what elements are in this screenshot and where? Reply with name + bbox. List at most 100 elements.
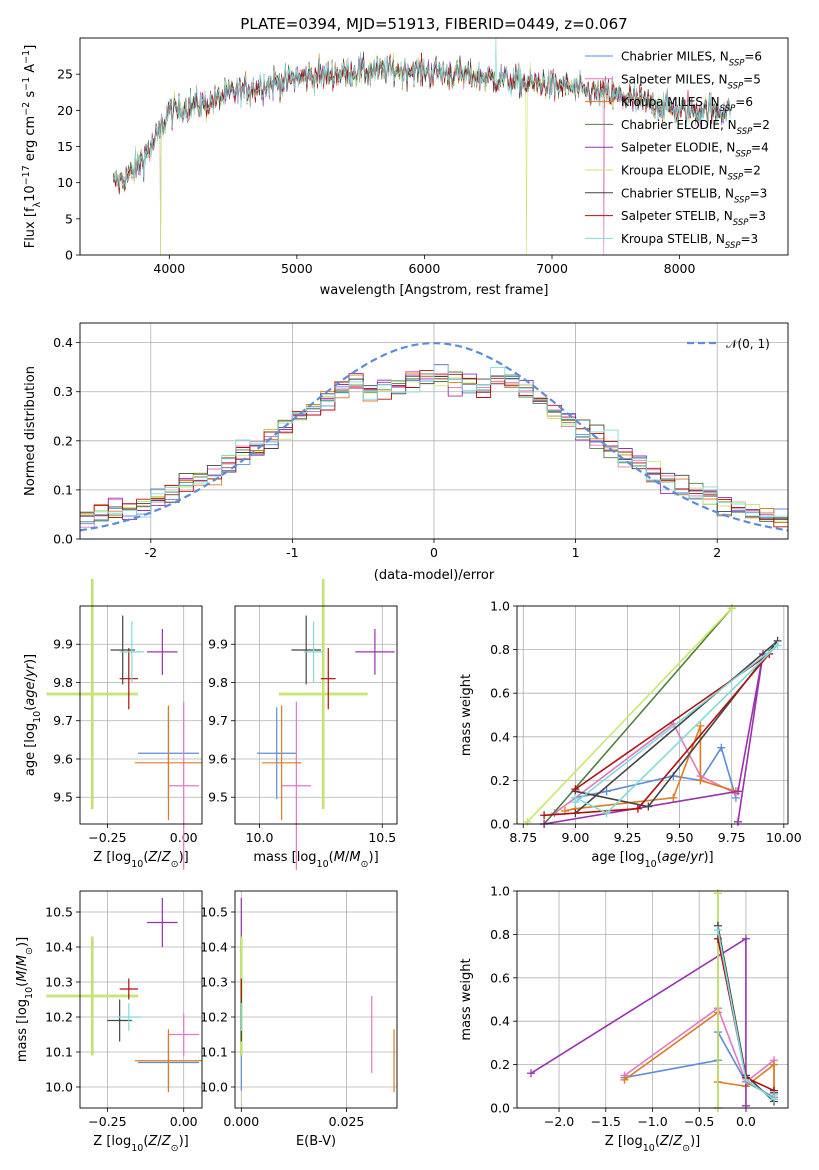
age_weight-ytick-label: 0.8	[490, 642, 510, 657]
legend-label-sub: SSP	[729, 59, 745, 69]
legend-label-main: Salpeter MILES, N	[621, 72, 728, 86]
legend-label-sub: SSP	[735, 150, 751, 160]
legend-label-sub: SSP	[734, 195, 750, 205]
spectrum-ylabel-part: 10	[23, 185, 38, 202]
legend-label-main: Chabrier MILES, N	[621, 50, 729, 64]
spectrum-ytick-label: 25	[57, 67, 73, 82]
Z_mass-xlabel-part: )]	[179, 1134, 189, 1149]
Z_weight-xlabel-part: )]	[690, 1134, 700, 1149]
legend-label-sub: SSP	[728, 173, 744, 183]
spectrum-xtick-label: 6000	[409, 261, 441, 276]
Z_mass-ytick-label: 10.4	[45, 940, 73, 955]
Z_age-ylabel-part: 10	[32, 711, 43, 723]
Z_age-ylabel: age [log10(age/yr)]	[23, 654, 43, 776]
age_weight-marker-chabrier_stelib	[644, 802, 653, 811]
Z_mass-ytick-label: 10.1	[45, 1045, 73, 1060]
spectrum-ylabel-part: s	[23, 91, 38, 102]
legend-label-end: =5	[743, 72, 761, 86]
age_weight-xtick-label: 9.50	[666, 830, 694, 845]
Z_weight-ytick-label: 0.8	[490, 927, 510, 942]
Z_mass-ytick-label: 10.5	[45, 905, 73, 920]
residuals-ytick-label: 0.2	[53, 433, 73, 448]
age_weight-marker-kroupa_miles	[696, 721, 705, 730]
Z_weight-marker-salpeter_elodie	[741, 934, 750, 943]
age_weight-marker-salpeter_elodie	[733, 817, 742, 826]
age_weight-marker-kroupa_stelib	[602, 809, 611, 818]
residuals-xtick-label: -2	[145, 545, 157, 560]
residuals-xtick-label: 1	[572, 545, 580, 560]
age_weight-xlabel-part: age [log	[591, 850, 644, 865]
age_weight-marker-kroupa_elodie	[523, 817, 532, 826]
Z_weight-xlabel-part: Z	[659, 1134, 670, 1149]
Z_age-xtick-label: −0.25	[88, 830, 126, 845]
Z_age-xlabel-part: Z	[147, 850, 158, 865]
Z_age-ylabel-part: yr	[23, 662, 38, 678]
Z_age-ytick-label: 9.8	[53, 675, 73, 690]
spectrum-ylabel-part: −1	[21, 77, 32, 91]
age_weight-ytick-label: 0.6	[490, 686, 510, 701]
age_weight-marker-kroupa_stelib	[571, 798, 580, 807]
Z_mass-ytick-label: 10.0	[45, 1080, 73, 1095]
legend-label-sub: SSP	[720, 104, 736, 114]
mass_age-axes: 10.0 10.5 9.5 9.6 9.7 9.8 9.9	[208, 606, 397, 845]
Z_weight-ytick-label: 1.0	[490, 884, 510, 899]
Z_mass-axes: −0.25 0.00 10.0 10.1 10.2 10.3 10.4 10.5	[45, 891, 202, 1129]
age_weight-line-chabrier_stelib	[574, 640, 779, 814]
ebv_mass-ytick-label: 10.4	[200, 940, 228, 955]
Z_weight-marker-salpeter_elodie	[741, 1101, 750, 1110]
mass_age-xlabel-part: /	[345, 850, 350, 865]
mass_age-ytick-label: 9.7	[208, 713, 228, 728]
age_weight-marker-chabrier_miles	[717, 743, 726, 752]
ebv_mass-ytick-label: 10.3	[200, 975, 228, 990]
residuals-frame	[79, 322, 789, 540]
legend-label-sub: SSP	[737, 127, 753, 137]
residuals-axes: -2 -1 0 1 2 0.0 0.1 0.2 0.3 0.4	[53, 323, 788, 560]
spectrum-xtick-label: 8000	[664, 261, 696, 276]
Z_age-ytick-label: 9.6	[53, 751, 73, 766]
Z_age-xlabel-part: Z	[161, 850, 172, 865]
Z_mass-ylabel-part: /	[15, 966, 30, 971]
age_weight-xlabel: age [log10(age/yr)]	[591, 850, 713, 870]
Z_mass-ylabel-part: 10	[24, 987, 35, 999]
spectrum-ytick-label: 5	[65, 211, 73, 226]
age_weight-xtick-label: 9.25	[614, 830, 642, 845]
Z_age-frame	[79, 605, 203, 825]
residuals-xtick-label: 2	[713, 545, 721, 560]
Z_mass-xlabel-part: /	[157, 1134, 162, 1149]
spectrum-ylabel-part: A	[23, 64, 38, 77]
Z_weight-xlabel-part: 10	[643, 1143, 655, 1154]
legend-label-main: Kroupa MILES, N	[621, 95, 720, 109]
legend-label-end: =3	[750, 186, 768, 200]
age_weight-line-salpeter_stelib	[544, 653, 770, 817]
legend-label-salpeter_miles: Salpeter MILES, NSSP=5	[621, 72, 761, 91]
Z_weight-xtick-label: 0.0	[736, 1114, 756, 1129]
ebv_mass-ytick-label: 10.2	[200, 1010, 228, 1025]
legend-label-main: Kroupa STELIB, N	[621, 232, 725, 246]
Z_weight-marker-kroupa_miles	[769, 1060, 778, 1069]
legend-label-main: Kroupa ELODIE, N	[621, 164, 728, 178]
age_weight-ytick-label: 1.0	[490, 599, 510, 614]
Z_weight-marker-kroupa_stelib	[769, 1090, 778, 1099]
legend-label-sub: SSP	[728, 81, 744, 91]
legend-label-end: =6	[735, 95, 753, 109]
age_weight-marker-salpeter_stelib	[571, 785, 580, 794]
legend-label-end: =3	[748, 209, 766, 223]
Z_weight-xlabel-part: (	[655, 1134, 660, 1149]
age_weight-xtick-label: 9.00	[561, 830, 589, 845]
spectrum-line-kroupa_stelib	[112, 37, 731, 188]
spectrum-ylabel-part: ]	[23, 45, 38, 50]
residuals-ylabel: Normed distribution	[23, 366, 38, 496]
Z_age-axes: −0.25 0.009.59.69.79.89.9	[53, 606, 202, 845]
spectrum-xtick-label: 5000	[281, 261, 313, 276]
spectrum-ytick-label: 15	[57, 139, 73, 154]
Z_weight-xlabel-part: ⊙	[682, 1143, 690, 1154]
age_weight-line-salpeter_elodie	[543, 653, 764, 825]
age_weight-marker-salpeter_elodie	[733, 787, 742, 796]
legend-label-salpeter_stelib: Salpeter STELIB, NSSP=3	[621, 209, 766, 228]
Z_weight-marker-kroupa_stelib	[713, 926, 722, 935]
residuals-ytick-label: 0.0	[53, 532, 73, 547]
spectrum-ylabel-part: −1	[21, 50, 32, 64]
spectrum-ylabel-part: −17	[21, 165, 32, 185]
legend-label-kroupa_elodie: Kroupa ELODIE, NSSP=2	[621, 164, 761, 183]
